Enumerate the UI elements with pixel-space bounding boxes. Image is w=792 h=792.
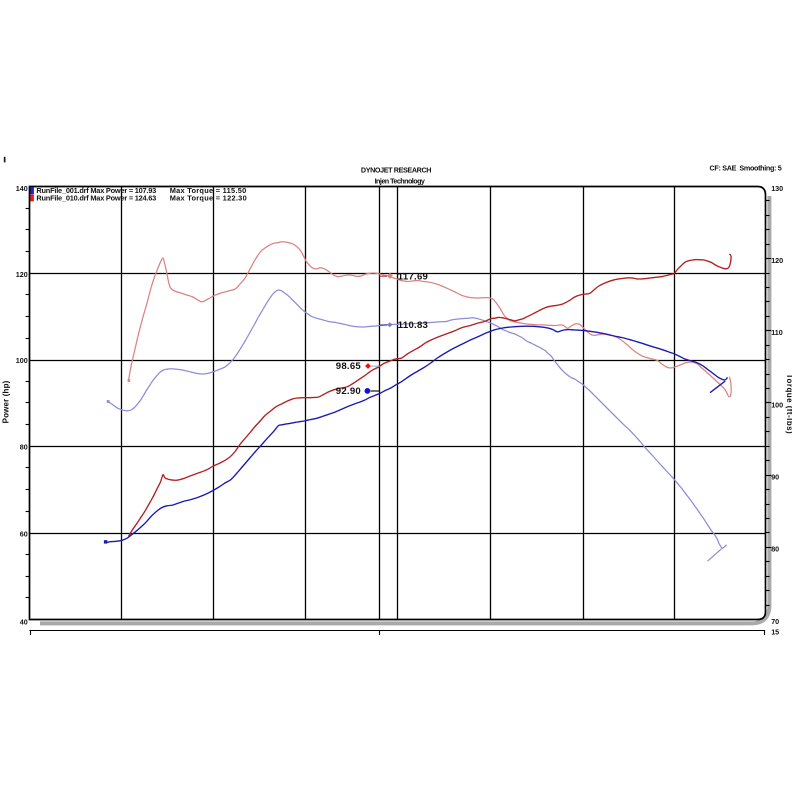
svg-text:90: 90 [771,473,779,482]
svg-text:140: 140 [16,184,28,193]
svg-text:80: 80 [771,545,779,554]
svg-text:92.90: 92.90 [336,386,361,397]
svg-text:98.65: 98.65 [336,361,362,372]
svg-text:100: 100 [16,356,28,365]
svg-text:120: 120 [16,270,28,279]
svg-text:Max Torque = 115.50: Max Torque = 115.50 [170,186,247,195]
svg-text:Power (hp): Power (hp) [2,380,11,423]
svg-text:70: 70 [771,617,779,626]
svg-text:120: 120 [771,256,783,265]
svg-text:110.83: 110.83 [398,320,428,331]
svg-text:Injen Technology: Injen Technology [375,176,425,185]
svg-text:CF: SAE Smoothing: 5: CF: SAE Smoothing: 5 [710,163,782,172]
svg-text:80: 80 [20,443,28,452]
svg-text:130: 130 [771,184,783,193]
svg-text:117.69: 117.69 [398,271,428,282]
svg-text:110: 110 [771,328,783,337]
svg-text:60: 60 [20,529,28,538]
svg-text:15: 15 [771,627,779,636]
svg-text:RunFile_001.drf Max Power = 10: RunFile_001.drf Max Power = 107.93 [36,186,156,195]
svg-text:40: 40 [20,618,28,627]
svg-text:Torque (ft-lbs): Torque (ft-lbs) [785,374,792,434]
svg-text:Max Torque = 122.30: Max Torque = 122.30 [170,194,247,203]
svg-text:DYNOJET RESEARCH: DYNOJET RESEARCH [361,165,431,174]
svg-text:RunFile_010.drf Max Power = 12: RunFile_010.drf Max Power = 124.63 [36,194,156,203]
svg-text:100: 100 [771,400,783,409]
